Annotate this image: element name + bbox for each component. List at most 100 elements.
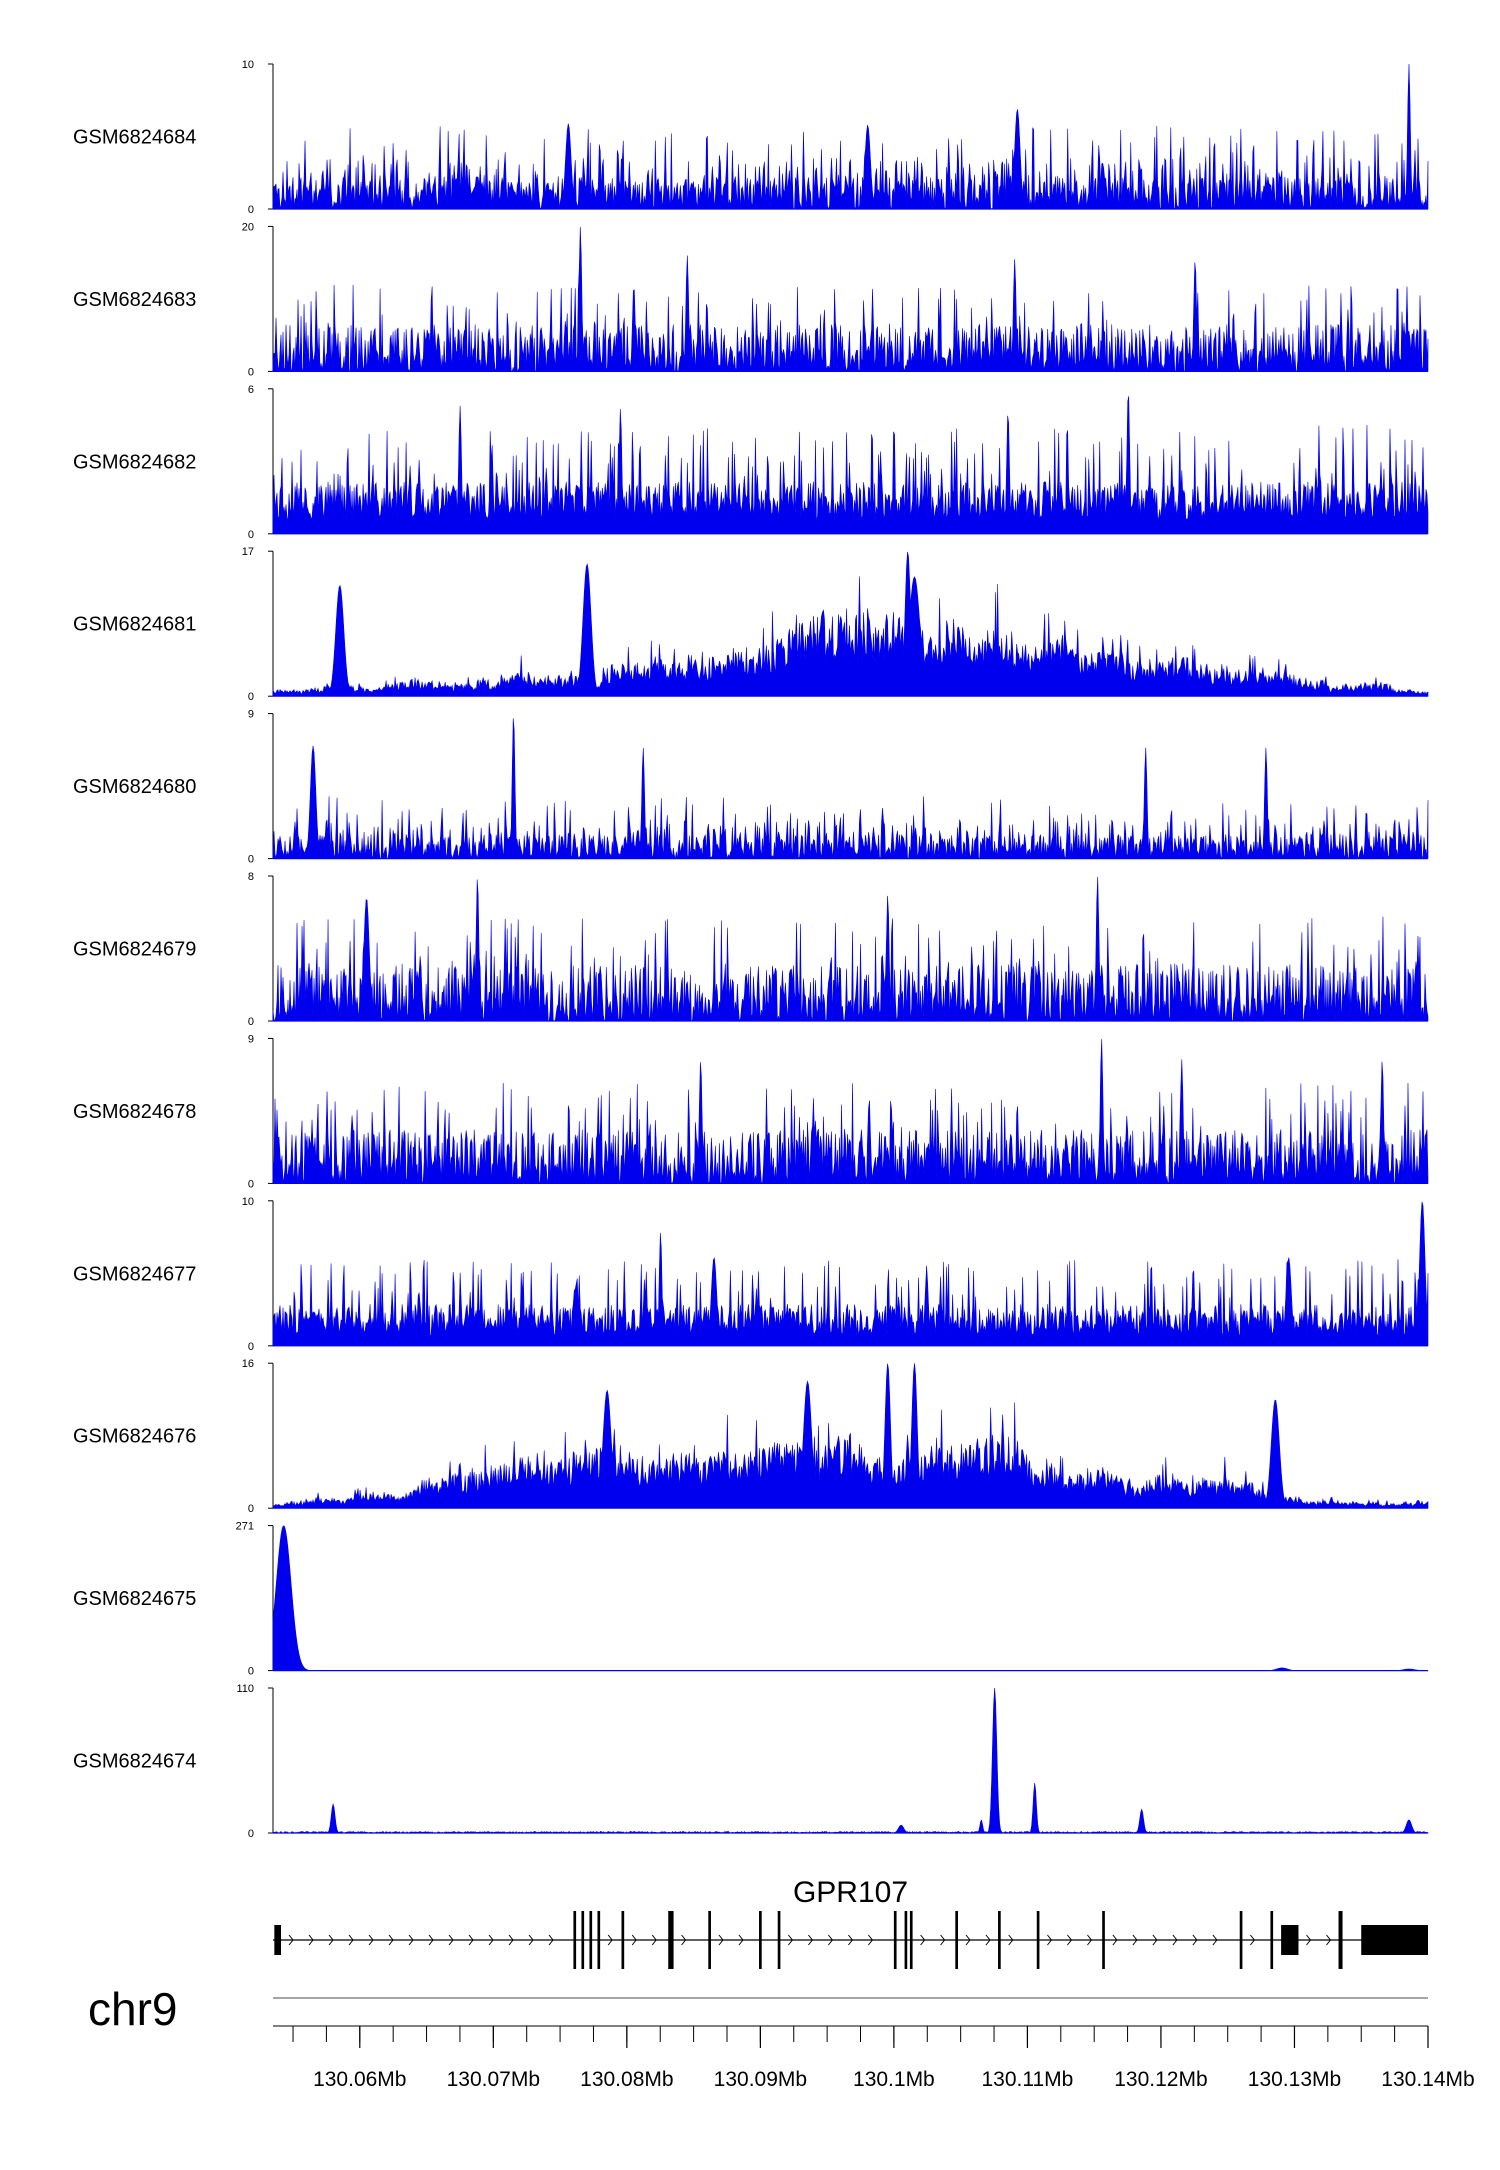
y-min-label: 0 (248, 529, 254, 541)
strand-arrow-icon (1008, 1934, 1014, 1946)
strand-arrow-icon (528, 1934, 534, 1946)
x-tick-label: 130.1Mb (853, 2068, 935, 2091)
strand-arrow-icon (848, 1934, 854, 1946)
track-GSM6824680: GSM6824680 9 0 (73, 709, 1429, 866)
strand-arrow-icon (408, 1934, 414, 1946)
strand-arrow-icon (1047, 1934, 1053, 1946)
strand-arrow-icon (965, 1934, 971, 1946)
gene-exon (1036, 1911, 1040, 1969)
gene-exon (708, 1911, 711, 1969)
coverage-area (272, 1525, 1429, 1671)
y-min-label: 0 (248, 1666, 254, 1678)
track-label: GSM6824675 (73, 1588, 196, 1610)
track-GSM6824682: GSM6824682 6 0 (73, 384, 1429, 541)
coverage-area (272, 396, 1429, 535)
y-min-label: 0 (248, 854, 254, 866)
strand-arrow-icon (368, 1934, 374, 1946)
y-min-label: 0 (248, 691, 254, 703)
gene-exon (893, 1911, 897, 1969)
strand-arrow-icon (1152, 1934, 1158, 1946)
gene-exon (998, 1911, 1001, 1969)
y-max-label: 110 (236, 1683, 254, 1695)
strand-arrow-icon (651, 1934, 657, 1946)
track-label: GSM6824676 (73, 1426, 196, 1448)
track-label: GSM6824684 (73, 127, 196, 149)
track-label: GSM6824680 (73, 776, 196, 798)
track-GSM6824683: GSM6824683 20 0 (73, 221, 1429, 378)
gene-annotation-track: GPR107 (273, 1876, 1428, 1969)
y-max-label: 16 (242, 1358, 254, 1370)
strand-arrow-icon (808, 1934, 814, 1946)
y-min-label: 0 (248, 1503, 254, 1515)
track-GSM6824679: GSM6824679 8 0 (73, 871, 1429, 1028)
strand-arrow-icon (828, 1934, 834, 1946)
strand-arrow-icon (448, 1934, 454, 1946)
strand-arrow-icon (308, 1934, 314, 1946)
gene-exon (573, 1911, 577, 1969)
gene-exon (904, 1911, 908, 1969)
strand-arrow-icon (288, 1934, 294, 1946)
track-GSM6824684: GSM6824684 10 0 (73, 59, 1429, 216)
track-label: GSM6824683 (73, 289, 196, 311)
y-min-label: 0 (248, 366, 254, 378)
coverage-area (272, 64, 1429, 211)
strand-arrow-icon (508, 1934, 514, 1946)
track-label: GSM6824677 (73, 1263, 196, 1285)
strand-arrow-icon (548, 1934, 554, 1946)
gene-exon (759, 1911, 762, 1969)
track-label: GSM6824678 (73, 1101, 196, 1123)
track-GSM6824677: GSM6824677 10 0 (73, 1196, 1429, 1353)
gene-exon (1281, 1925, 1299, 1955)
x-tick-label: 130.11Mb (981, 2068, 1073, 2091)
gene-exon (589, 1911, 593, 1969)
coverage-area (272, 551, 1429, 697)
strand-arrow-icon (681, 1934, 687, 1946)
gene-exon (777, 1911, 781, 1969)
y-max-label: 20 (242, 221, 254, 233)
chromosome-label: chr9 (88, 1983, 177, 2035)
track-label: GSM6824682 (73, 451, 196, 473)
gene-exon (1361, 1925, 1428, 1955)
x-tick-label: 130.12Mb (1114, 2068, 1207, 2091)
strand-arrow-icon (468, 1934, 474, 1946)
genome-axis: chr9 130.06Mb 130.07Mb 130.08Mb 130.09Mb 130… (88, 1983, 1475, 2091)
track-label: GSM6824674 (73, 1751, 196, 1773)
y-min-label: 0 (248, 204, 254, 216)
track-GSM6824675: GSM6824675 271 0 (73, 1521, 1429, 1678)
y-min-label: 0 (248, 1341, 254, 1353)
strand-arrow-icon (631, 1934, 637, 1946)
gene-exon (621, 1911, 625, 1969)
strand-arrow-icon (388, 1934, 394, 1946)
coverage-area (272, 718, 1429, 860)
gene-exon (1102, 1911, 1105, 1969)
strand-arrow-icon (1306, 1934, 1312, 1946)
strand-arrow-icon (1326, 1934, 1332, 1946)
coverage-area (272, 226, 1429, 373)
strand-arrow-icon (1112, 1934, 1118, 1946)
y-max-label: 9 (248, 709, 254, 721)
gene-exon (668, 1911, 674, 1969)
y-max-label: 10 (242, 1196, 254, 1208)
coverage-area (272, 1201, 1429, 1347)
y-max-label: 10 (242, 59, 254, 71)
x-tick-label: 130.14Mb (1381, 2068, 1474, 2091)
track-GSM6824681: GSM6824681 17 0 (73, 546, 1429, 703)
track-GSM6824678: GSM6824678 9 0 (73, 1033, 1429, 1190)
y-min-label: 0 (248, 1178, 254, 1190)
strand-arrow-icon (718, 1934, 724, 1946)
strand-arrow-icon (1250, 1934, 1256, 1946)
x-tick-label: 130.06Mb (313, 2068, 406, 2091)
x-tick-label: 130.09Mb (714, 2068, 807, 2091)
y-max-label: 9 (248, 1033, 254, 1045)
strand-arrow-icon (1087, 1934, 1093, 1946)
track-GSM6824676: GSM6824676 16 0 (73, 1358, 1429, 1515)
strand-arrow-icon (868, 1934, 874, 1946)
y-max-label: 6 (248, 384, 254, 396)
y-max-label: 271 (236, 1521, 254, 1533)
strand-arrow-icon (985, 1934, 991, 1946)
gene-exon (597, 1911, 601, 1969)
coverage-area (272, 876, 1429, 1023)
gene-exon (1338, 1911, 1343, 1969)
strand-arrow-icon (348, 1934, 354, 1946)
y-min-label: 0 (248, 1828, 254, 1840)
